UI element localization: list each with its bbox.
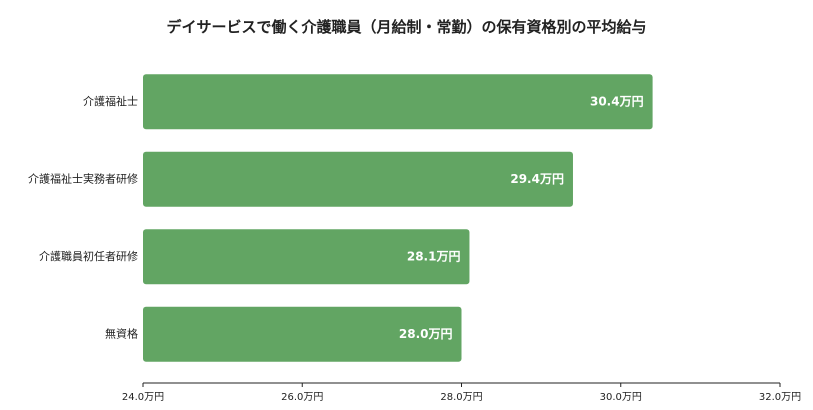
x-tick-label: 24.0万円	[122, 392, 164, 403]
bar	[143, 229, 470, 285]
x-tick-label: 32.0万円	[759, 392, 801, 403]
bar	[143, 306, 462, 362]
bar	[143, 74, 653, 130]
category-label: 介護福祉士	[83, 94, 138, 108]
category-label: 介護職員初任者研修	[39, 249, 138, 263]
chart-title: デイサービスで働く介護職員（月給制・常勤）の保有資格別の平均給与	[166, 18, 647, 36]
category-label: 介護福祉士実務者研修	[28, 171, 138, 185]
data-label: 28.0万円	[399, 327, 453, 341]
data-label: 28.1万円	[407, 249, 461, 263]
x-tick-label: 26.0万円	[281, 392, 323, 403]
x-tick-label: 30.0万円	[600, 392, 642, 403]
data-label: 30.4万円	[590, 94, 644, 108]
data-label: 29.4万円	[510, 172, 564, 186]
x-tick-label: 28.0万円	[440, 392, 482, 403]
category-label: 無資格	[105, 326, 138, 340]
bar	[143, 151, 573, 207]
